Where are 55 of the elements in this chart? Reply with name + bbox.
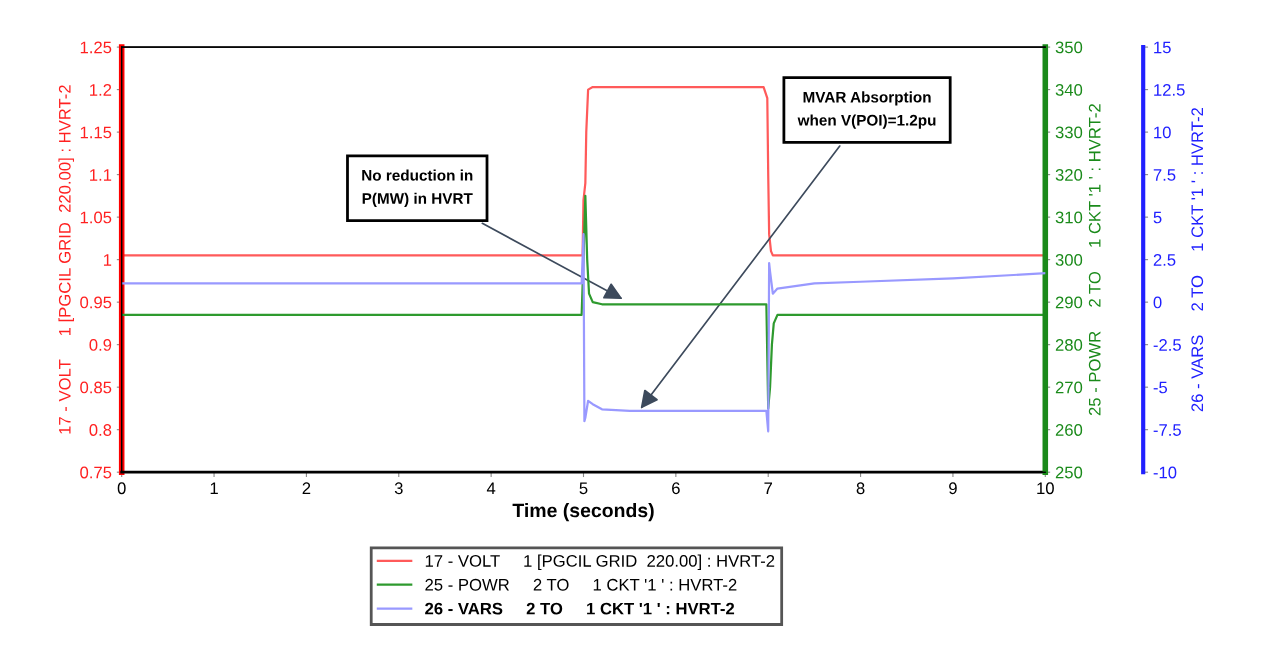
y-tick-label: 1.15 — [80, 126, 112, 139]
y-tick-label: 1.05 — [80, 211, 112, 224]
y2-tick-label: 330 — [1055, 126, 1083, 139]
y3-tick-label: 0 — [1153, 296, 1162, 309]
x-tick-label: 10 — [1037, 482, 1054, 495]
y2-tick-label: 260 — [1055, 424, 1083, 436]
x-tick-label: 0 — [117, 482, 126, 495]
y-axis-title: 17 - VOLT 1 [PGCIL GRID 220.00] : HVRT-2 — [58, 85, 74, 434]
annotation: MVAR Absorption when V(POI)=1.2pu — [797, 91, 936, 129]
y3-tick-label: -5 — [1153, 381, 1168, 394]
y2-tick-label: 300 — [1055, 254, 1083, 266]
y3-axis-title: 26 - VARS 2 TO 1 CKT '1 ' : HVRT-2 — [1191, 107, 1204, 412]
y-tick-label: 0.8 — [89, 424, 112, 436]
y3-tick-label: -10 — [1153, 466, 1177, 479]
y2-tick-label: 310 — [1055, 211, 1083, 224]
y-tick-label: 0.85 — [80, 381, 112, 394]
y-tick-label: 0.95 — [80, 296, 112, 309]
x-tick-label: 3 — [394, 482, 403, 495]
x-tick-label: 6 — [672, 482, 680, 495]
y2-tick-label: 290 — [1055, 296, 1083, 309]
y-tick-label: 1.25 — [80, 41, 112, 54]
x-tick-label: 8 — [856, 482, 865, 495]
y3-tick-label: -2.5 — [1153, 339, 1181, 351]
x-tick-label: 4 — [486, 482, 496, 494]
x-tick-label: 1 — [210, 482, 218, 494]
y-tick-label: 0.9 — [89, 339, 112, 351]
y3-tick-label: 5 — [1153, 211, 1162, 224]
x-axis-title: Time (seconds) — [512, 503, 654, 522]
line-series — [121, 233, 1046, 433]
y-tick-label: 1 — [103, 254, 112, 266]
legend-label: 25 - POWR 2 TO 1 CKT '1 ' : HVRT-2 — [425, 578, 737, 591]
y3-tick-label: 15 — [1154, 41, 1171, 54]
y3-tick-label: 10 — [1154, 126, 1171, 139]
line-series — [121, 85, 1046, 257]
y3-tick-label: 12.5 — [1154, 84, 1185, 96]
x-tick-label: 2 — [302, 482, 311, 494]
x-tick-label: 5 — [579, 482, 588, 495]
y2-tick-label: 320 — [1055, 169, 1083, 181]
y2-tick-label: 280 — [1055, 339, 1083, 351]
x-tick-label: 7 — [764, 482, 773, 494]
legend-label: 26 - VARS 2 TO 1 CKT '1 ' : HVRT-2 — [425, 602, 735, 615]
legend-label: 17 - VOLT 1 [PGCIL GRID 220.00] : HVRT-2 — [425, 554, 775, 571]
y2-axis-title: 25 - POWR 2 TO 1 CKT '1 ' : HVRT-2 — [1088, 104, 1101, 416]
annotation: No reduction in P(MW) in HVRT — [362, 169, 473, 207]
y2-tick-label: 350 — [1055, 41, 1083, 54]
y3-tick-label: -7.5 — [1153, 424, 1181, 436]
y-tick-label: 0.75 — [80, 466, 112, 479]
y-tick-label: 1.2 — [90, 84, 112, 96]
y-tick-label: 1.1 — [90, 169, 112, 181]
y2-tick-label: 270 — [1055, 381, 1083, 394]
y3-tick-label: 7.5 — [1153, 169, 1176, 181]
y2-tick-label: 340 — [1055, 84, 1083, 96]
y2-tick-label: 250 — [1055, 466, 1083, 479]
y3-tick-label: 2.5 — [1153, 254, 1176, 266]
x-tick-label: 9 — [949, 482, 957, 495]
